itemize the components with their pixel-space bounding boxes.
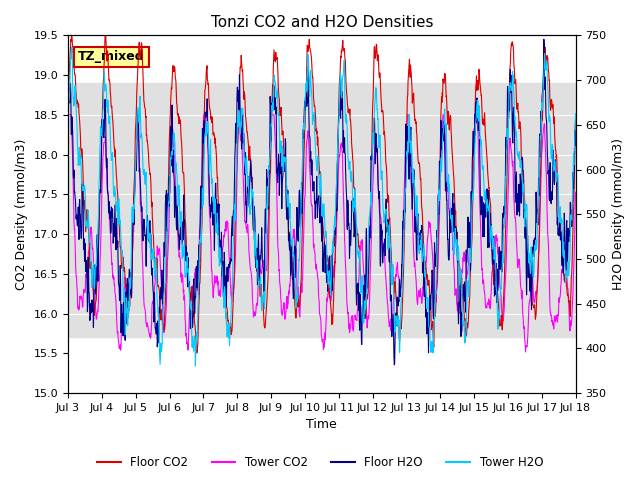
Text: TZ_mixed: TZ_mixed [78, 50, 145, 63]
Y-axis label: CO2 Density (mmol/m3): CO2 Density (mmol/m3) [15, 139, 28, 290]
Legend: Floor CO2, Tower CO2, Floor H2O, Tower H2O: Floor CO2, Tower CO2, Floor H2O, Tower H… [92, 452, 548, 474]
Title: Tonzi CO2 and H2O Densities: Tonzi CO2 and H2O Densities [211, 15, 433, 30]
X-axis label: Time: Time [307, 419, 337, 432]
Bar [68, 83, 575, 337]
Y-axis label: H2O Density (mmol/m3): H2O Density (mmol/m3) [612, 138, 625, 290]
